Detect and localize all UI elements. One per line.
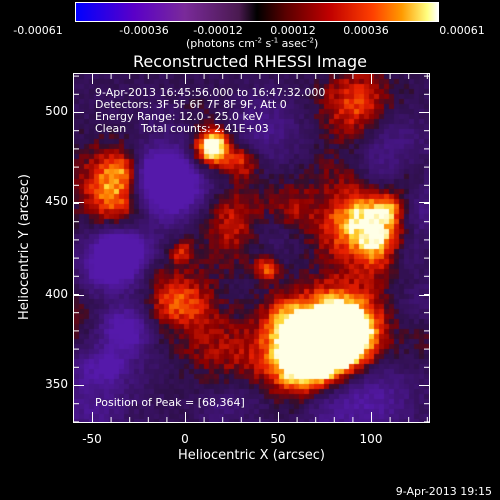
colorbar-tick-label: -0.00012: [193, 24, 243, 37]
colorbar: [75, 2, 439, 22]
annotation-time-range: 9-Apr-2013 16:45:56.000 to 16:47:32.000: [95, 86, 326, 99]
colorbar-unit-label: (photons cm-2 s-1 asec-2): [186, 36, 319, 50]
annotation-detectors: Detectors: 3F 5F 6F 7F 8F 9F, Att 0: [95, 98, 287, 111]
colorbar-tick-label: 0.00036: [343, 24, 389, 37]
annotation-energy-range: Energy Range: 12.0 - 25.0 keV: [95, 110, 263, 123]
x-tick-label: 50: [270, 432, 286, 446]
y-tick-label: 400: [45, 287, 68, 301]
x-tick-label: 0: [181, 432, 189, 446]
annotation-total-counts: Total counts: 2.41E+03: [141, 122, 269, 135]
plot-title: Reconstructed RHESSI Image: [133, 52, 367, 71]
annotation-method: Clean: [95, 122, 127, 135]
colorbar-tick-label: -0.00036: [119, 24, 169, 37]
x-tick-label: -50: [82, 432, 102, 446]
y-tick-label: 450: [45, 194, 68, 208]
footer-timestamp: 9-Apr-2013 19:15: [395, 485, 492, 498]
colorbar-tick-label: -0.00061: [13, 24, 63, 37]
reconstructed-image-map: [74, 74, 429, 422]
axis-ticks: [74, 74, 429, 422]
rhessi-image-plot: 9-Apr-2013 16:45:56.000 to 16:47:32.000 …: [73, 73, 430, 423]
y-tick-label: 500: [45, 104, 68, 118]
annotation-peak-position: Position of Peak = [68,364]: [95, 396, 245, 409]
y-axis-label: Heliocentric Y (arcsec): [17, 174, 32, 320]
x-axis-label: Heliocentric X (arcsec): [178, 448, 325, 463]
colorbar-tick-label: 0.00012: [270, 24, 316, 37]
x-tick-label: 100: [359, 432, 383, 446]
y-tick-label: 350: [45, 377, 68, 391]
colorbar-tick-label: 0.00061: [439, 24, 485, 37]
